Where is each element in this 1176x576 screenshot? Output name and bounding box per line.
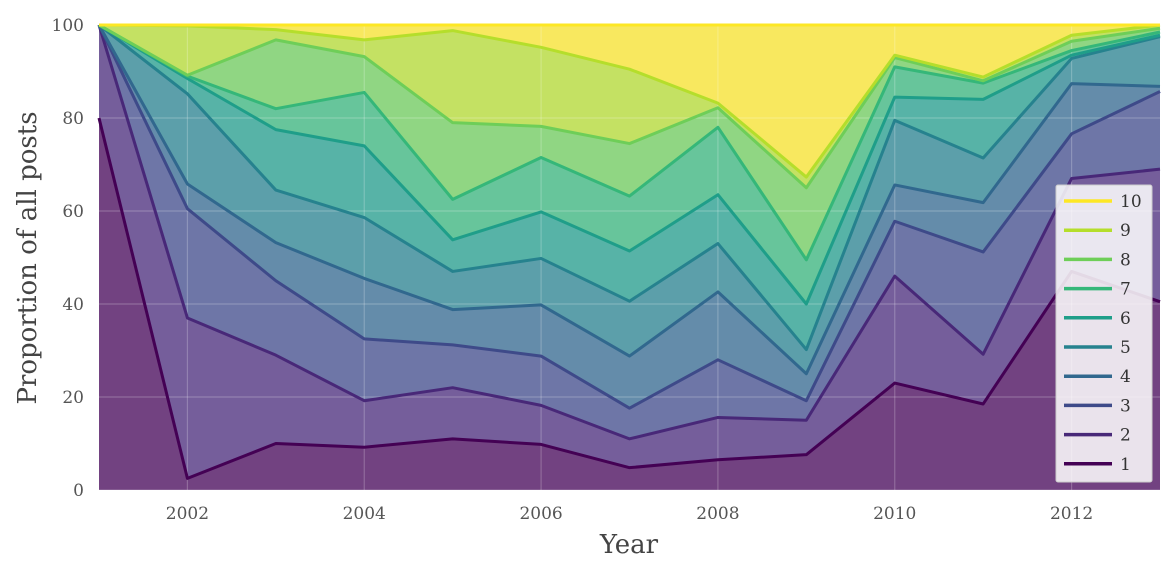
area-series-4 xyxy=(99,25,1160,409)
x-axis-label: Year xyxy=(599,530,659,560)
area-series-10 xyxy=(99,25,1160,178)
x-tick-label-2012: 2012 xyxy=(1050,504,1093,524)
area-series-2 xyxy=(99,25,1160,479)
legend-label-7: 7 xyxy=(1120,280,1131,300)
y-tick-label-80: 80 xyxy=(62,109,84,129)
line-series-1 xyxy=(97,117,1161,480)
y-tick-label-40: 40 xyxy=(62,295,84,315)
legend-label-2: 2 xyxy=(1120,426,1131,446)
line-series-6 xyxy=(98,23,1161,306)
line-series-4 xyxy=(97,24,1161,376)
legend-label-8: 8 xyxy=(1120,250,1131,270)
legend-label-1: 1 xyxy=(1120,455,1131,475)
legend-label-5: 5 xyxy=(1120,338,1131,358)
legend-label-10: 10 xyxy=(1120,192,1142,212)
y-tick-label-60: 60 xyxy=(62,202,84,222)
legend-label-6: 6 xyxy=(1120,309,1131,329)
line-series-7 xyxy=(98,23,1161,262)
area-series-9 xyxy=(99,25,1160,188)
legend-label-4: 4 xyxy=(1120,367,1131,387)
line-series-5 xyxy=(98,23,1161,352)
area-series-1 xyxy=(99,118,1160,490)
line-series-3 xyxy=(97,24,1161,410)
x-tick-label-2002: 2002 xyxy=(166,504,209,524)
x-tick-label-2006: 2006 xyxy=(519,504,562,524)
x-tick-label-2004: 2004 xyxy=(343,504,386,524)
line-series-2 xyxy=(97,24,1161,441)
legend-label-3: 3 xyxy=(1120,396,1131,416)
y-tick-label-100: 100 xyxy=(52,16,84,36)
x-tick-label-2010: 2010 xyxy=(873,504,916,524)
area-series-8 xyxy=(99,25,1160,260)
y-axis-label: Proportion of all posts xyxy=(13,111,43,404)
area-series-6 xyxy=(99,25,1160,350)
line-series-8 xyxy=(98,23,1161,190)
y-tick-label-20: 20 xyxy=(62,388,84,408)
legend-label-9: 9 xyxy=(1120,221,1131,241)
x-tick-label-2008: 2008 xyxy=(696,504,739,524)
y-tick-label-0: 0 xyxy=(73,481,84,501)
line-series-9 xyxy=(98,23,1161,179)
area-series-5 xyxy=(99,25,1160,374)
